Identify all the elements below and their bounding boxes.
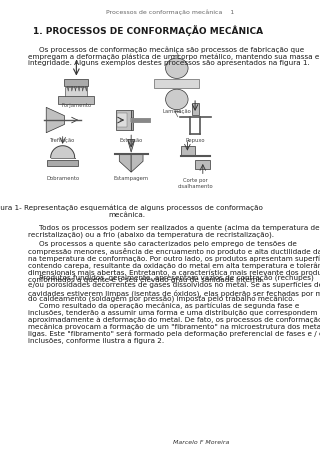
Text: do caldeamento (soldagem por pressão) imposta pelo trabalho mecânico.: do caldeamento (soldagem por pressão) im… bbox=[28, 296, 295, 303]
Text: inclusões, conforme ilustra a figura 2.: inclusões, conforme ilustra a figura 2. bbox=[28, 338, 164, 344]
Polygon shape bbox=[131, 154, 143, 172]
Text: Dobramento: Dobramento bbox=[46, 176, 79, 181]
Text: inclusões, tenderão a assumir uma forma e uma distribuição que correspondem: inclusões, tenderão a assumir uma forma … bbox=[28, 310, 318, 316]
Text: contendo carepa, resultante da oxidação do metal em alta temperatura e tolerânci: contendo carepa, resultante da oxidação … bbox=[28, 262, 320, 269]
Text: empregam a deformação plástica de um corpo metálico, mantendo sua massa e: empregam a deformação plástica de um cor… bbox=[28, 53, 320, 60]
Ellipse shape bbox=[165, 89, 188, 110]
Text: Laminação: Laminação bbox=[163, 109, 191, 114]
Polygon shape bbox=[85, 87, 87, 91]
FancyBboxPatch shape bbox=[47, 160, 78, 166]
Text: Como resultado da operação mecânica, as partículas de segunda fase e: Como resultado da operação mecânica, as … bbox=[39, 303, 299, 309]
FancyBboxPatch shape bbox=[192, 103, 198, 115]
FancyBboxPatch shape bbox=[131, 110, 133, 130]
FancyBboxPatch shape bbox=[180, 146, 195, 155]
Text: conformados a quente é o seu elevado grau de sanidade interna.: conformados a quente é o seu elevado gra… bbox=[28, 276, 264, 283]
Text: Produtos fundidos, geralmente, apresentam vazios de contração (rechupes): Produtos fundidos, geralmente, apresenta… bbox=[39, 275, 314, 281]
Text: Corte por
cisalhamento: Corte por cisalhamento bbox=[177, 178, 213, 189]
Polygon shape bbox=[119, 154, 131, 172]
Polygon shape bbox=[75, 87, 76, 91]
Text: Figura 1- Representação esquemática de alguns processos de conformação: Figura 1- Representação esquemática de a… bbox=[0, 205, 263, 211]
Polygon shape bbox=[64, 79, 88, 87]
FancyBboxPatch shape bbox=[195, 160, 210, 169]
Polygon shape bbox=[51, 146, 75, 158]
Text: 1. PROCESSOS DE CONFORMAÇÃO MECÂNICA: 1. PROCESSOS DE CONFORMAÇÃO MECÂNICA bbox=[33, 25, 263, 36]
FancyBboxPatch shape bbox=[65, 87, 87, 96]
Polygon shape bbox=[71, 87, 73, 91]
Text: Repuxo: Repuxo bbox=[185, 138, 205, 143]
Polygon shape bbox=[127, 140, 135, 152]
Text: cavidades estiverem limpas (isentas de óxidos), elas poderão ser fechadas por me: cavidades estiverem limpas (isentas de ó… bbox=[28, 289, 320, 297]
Text: recristalização) ou a frio (abaixo da temperatura de recristalização).: recristalização) ou a frio (abaixo da te… bbox=[28, 231, 275, 238]
Text: compressão menores, ausência de encruamento no produto e alta ductilidade da lig: compressão menores, ausência de encruame… bbox=[28, 248, 320, 255]
Text: Extrusão: Extrusão bbox=[120, 138, 143, 143]
Text: e/ou porosidades decorrentes de gases dissolvidos no metal. Se as superfícies de: e/ou porosidades decorrentes de gases di… bbox=[28, 282, 320, 289]
Text: integridade. Alguns exemplos destes processos são apresentados na figura 1.: integridade. Alguns exemplos destes proc… bbox=[28, 60, 310, 66]
Text: Forjamento: Forjamento bbox=[61, 103, 92, 108]
Text: Estampagem: Estampagem bbox=[114, 176, 149, 181]
Text: Os processos a quente são caracterizados pelo emprego de tensões de: Os processos a quente são caracterizados… bbox=[39, 241, 297, 247]
Ellipse shape bbox=[165, 58, 188, 78]
FancyBboxPatch shape bbox=[116, 110, 131, 130]
Text: na temperatura de conformação. Por outro lado, os produtos apresentam superfície: na temperatura de conformação. Por outro… bbox=[28, 255, 320, 261]
FancyBboxPatch shape bbox=[154, 79, 199, 88]
Polygon shape bbox=[78, 87, 80, 91]
Text: Os processos de conformação mecânica são processos de fabricação que: Os processos de conformação mecânica são… bbox=[39, 46, 304, 53]
Text: ligas. Este "fibramento" será formado pela deformação preferencial de fases e / : ligas. Este "fibramento" será formado pe… bbox=[28, 331, 320, 337]
Text: mecânica provocam a formação de um "fibramento" na microestrutura dos metais e: mecânica provocam a formação de um "fibr… bbox=[28, 323, 320, 330]
Text: Marcelo F Moreira: Marcelo F Moreira bbox=[173, 440, 229, 445]
Text: mecânica.: mecânica. bbox=[108, 212, 145, 218]
FancyBboxPatch shape bbox=[58, 96, 94, 104]
Polygon shape bbox=[46, 107, 65, 133]
FancyBboxPatch shape bbox=[131, 118, 133, 122]
Text: aproximadamente à deformação do metal. De fato, os processos de conformação: aproximadamente à deformação do metal. D… bbox=[28, 317, 320, 323]
Polygon shape bbox=[67, 87, 69, 91]
Text: Processos de conformação mecânica    1: Processos de conformação mecânica 1 bbox=[106, 10, 234, 15]
Text: dimensionais mais abertas. Entretanto, a característica mais relevante dos produ: dimensionais mais abertas. Entretanto, a… bbox=[28, 269, 320, 275]
Text: Todos os processos podem ser realizados a quente (acima da temperatura de: Todos os processos podem ser realizados … bbox=[39, 224, 319, 231]
FancyBboxPatch shape bbox=[116, 113, 127, 127]
Text: Trefilação: Trefilação bbox=[50, 138, 75, 143]
Polygon shape bbox=[82, 87, 84, 91]
